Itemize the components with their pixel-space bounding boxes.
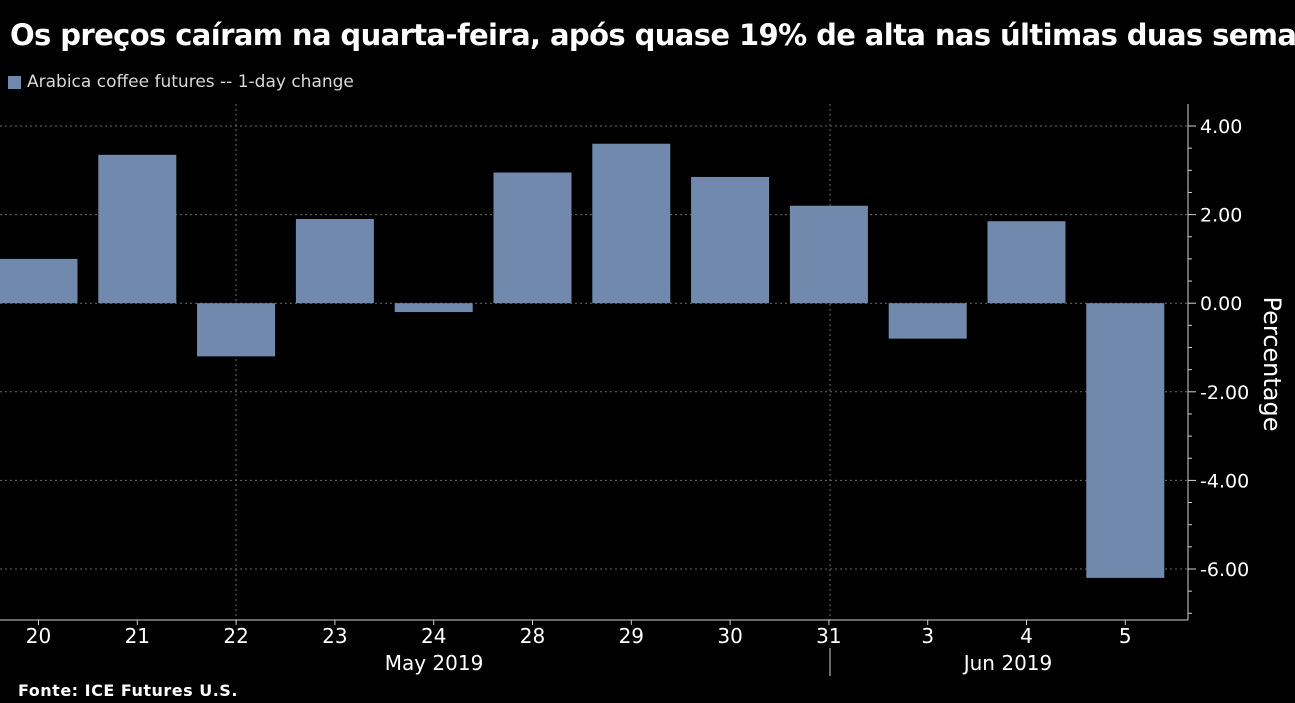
y-tick-label: -6.00 <box>1200 559 1249 581</box>
x-tick-label: 21 <box>125 624 150 648</box>
month-label: May 2019 <box>385 651 484 675</box>
bar-24 <box>394 303 473 313</box>
legend-swatch <box>8 75 21 89</box>
bar-29 <box>592 143 671 304</box>
bar-31 <box>789 205 868 304</box>
y-tick-label: 0.00 <box>1200 293 1242 315</box>
x-tick-label: 28 <box>520 624 545 648</box>
x-tick-label: 31 <box>816 624 841 648</box>
bars <box>0 143 1165 578</box>
axes <box>0 104 1196 676</box>
bar-28 <box>493 172 572 304</box>
bar-21 <box>98 154 177 304</box>
x-tick-label: 22 <box>223 624 248 648</box>
month-label: Jun 2019 <box>962 651 1053 675</box>
x-tick-label: 4 <box>1020 624 1033 648</box>
y-tick-label: -2.00 <box>1200 382 1249 404</box>
legend: Arabica coffee futures -- 1-day change <box>8 72 354 92</box>
x-tick-labels: 20 21 22 23 24 28 29 30 31 3 4 5 May 2019 Jun 2019 <box>26 624 1132 675</box>
legend-label: Arabica coffee futures -- 1-day change <box>27 72 354 92</box>
y-tick-label: 2.00 <box>1200 205 1242 227</box>
y-tick-label: 4.00 <box>1200 116 1242 138</box>
x-tick-label: 24 <box>421 624 446 648</box>
chart-title: Os preços caíram na quarta-feira, após q… <box>10 18 1295 52</box>
bar-22 <box>197 303 276 357</box>
x-tick-label: 29 <box>619 624 644 648</box>
source-note: Fonte: ICE Futures U.S. <box>18 681 238 700</box>
y-tick-labels: 4.00 2.00 0.00 -2.00 -4.00 -6.00 <box>1200 116 1249 581</box>
y-tick-label: -4.00 <box>1200 470 1249 492</box>
bar-5 <box>1086 303 1165 578</box>
x-tick-label: 3 <box>921 624 934 648</box>
bar-4 <box>987 221 1066 304</box>
x-tick-label: 5 <box>1119 624 1132 648</box>
y-axis-label: Percentage <box>1258 296 1286 431</box>
bar-23 <box>295 219 374 304</box>
x-tick-label: 23 <box>322 624 347 648</box>
x-tick-label: 20 <box>26 624 51 648</box>
x-tick-label: 30 <box>717 624 742 648</box>
bar-20 <box>0 258 78 304</box>
bar-30 <box>691 176 770 304</box>
bar-3 <box>888 303 967 339</box>
